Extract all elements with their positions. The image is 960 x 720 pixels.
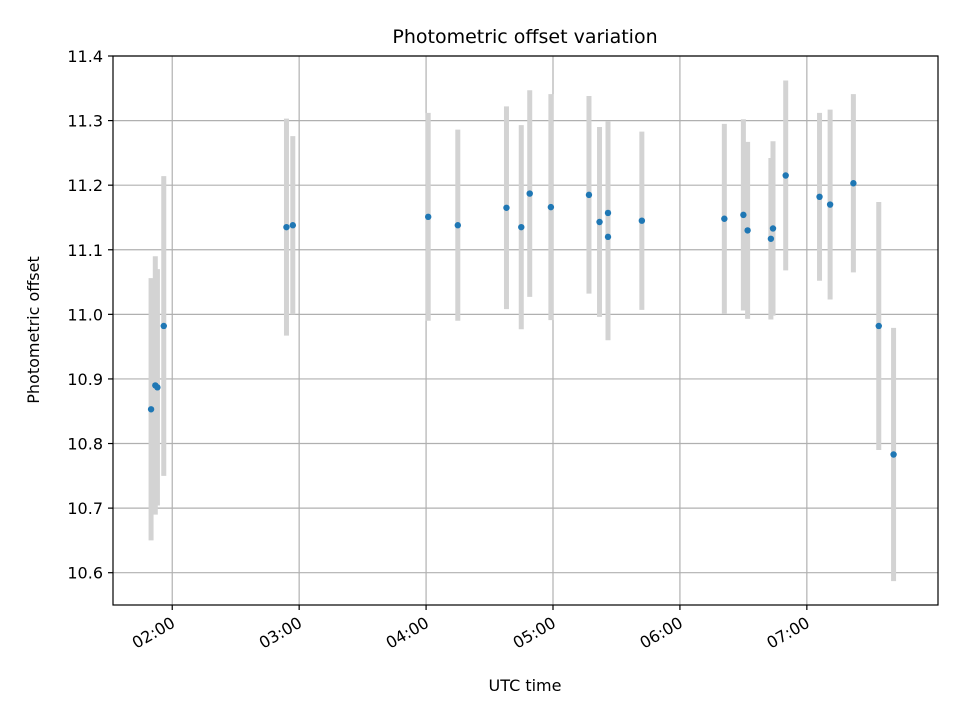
- y-axis: 10.6 10.7 10.8 10.9 11.0 11.1 11.2 11.3 11.4: [67, 47, 113, 583]
- y-tick-label: 11.2: [67, 176, 103, 195]
- y-tick-label: 10.7: [67, 499, 103, 518]
- chart-title: Photometric offset variation: [392, 26, 657, 48]
- data-point: [782, 172, 789, 179]
- y-tick-label: 10.8: [67, 435, 103, 454]
- data-point: [518, 223, 525, 231]
- data-point: [454, 222, 462, 229]
- y-tick-label: 11.0: [67, 305, 103, 324]
- data-point: [604, 209, 612, 217]
- data-point: [740, 211, 747, 219]
- grid: [113, 55, 938, 605]
- data-point: [424, 213, 432, 221]
- y-axis-label: Photometric offset: [24, 256, 43, 404]
- data-points: [147, 172, 897, 458]
- data-point: [154, 384, 161, 391]
- data-point: [816, 193, 823, 201]
- y-tick-label: 10.6: [67, 564, 103, 583]
- data-point: [289, 222, 297, 229]
- data-point: [604, 233, 612, 241]
- data-point: [826, 201, 834, 208]
- x-axis-label: UTC time: [489, 676, 562, 695]
- y-tick-label: 11.3: [67, 112, 103, 131]
- data-point: [744, 227, 751, 234]
- data-point: [526, 190, 533, 197]
- data-point: [147, 406, 155, 413]
- data-point: [721, 215, 728, 222]
- data-point: [283, 223, 290, 231]
- y-tick-label: 11.1: [67, 241, 103, 260]
- plot-frame: [112, 55, 939, 606]
- data-point: [547, 203, 555, 211]
- data-point: [875, 322, 882, 330]
- data-point: [850, 180, 857, 187]
- data-point: [767, 235, 775, 242]
- y-tick-label: 11.4: [67, 47, 103, 66]
- data-point: [769, 225, 777, 232]
- data-point: [890, 451, 897, 458]
- data-point: [160, 322, 167, 330]
- data-point: [596, 218, 603, 226]
- data-point: [638, 217, 646, 224]
- y-tick-label: 10.9: [67, 370, 103, 389]
- data-point: [503, 204, 510, 211]
- data-point: [585, 191, 593, 199]
